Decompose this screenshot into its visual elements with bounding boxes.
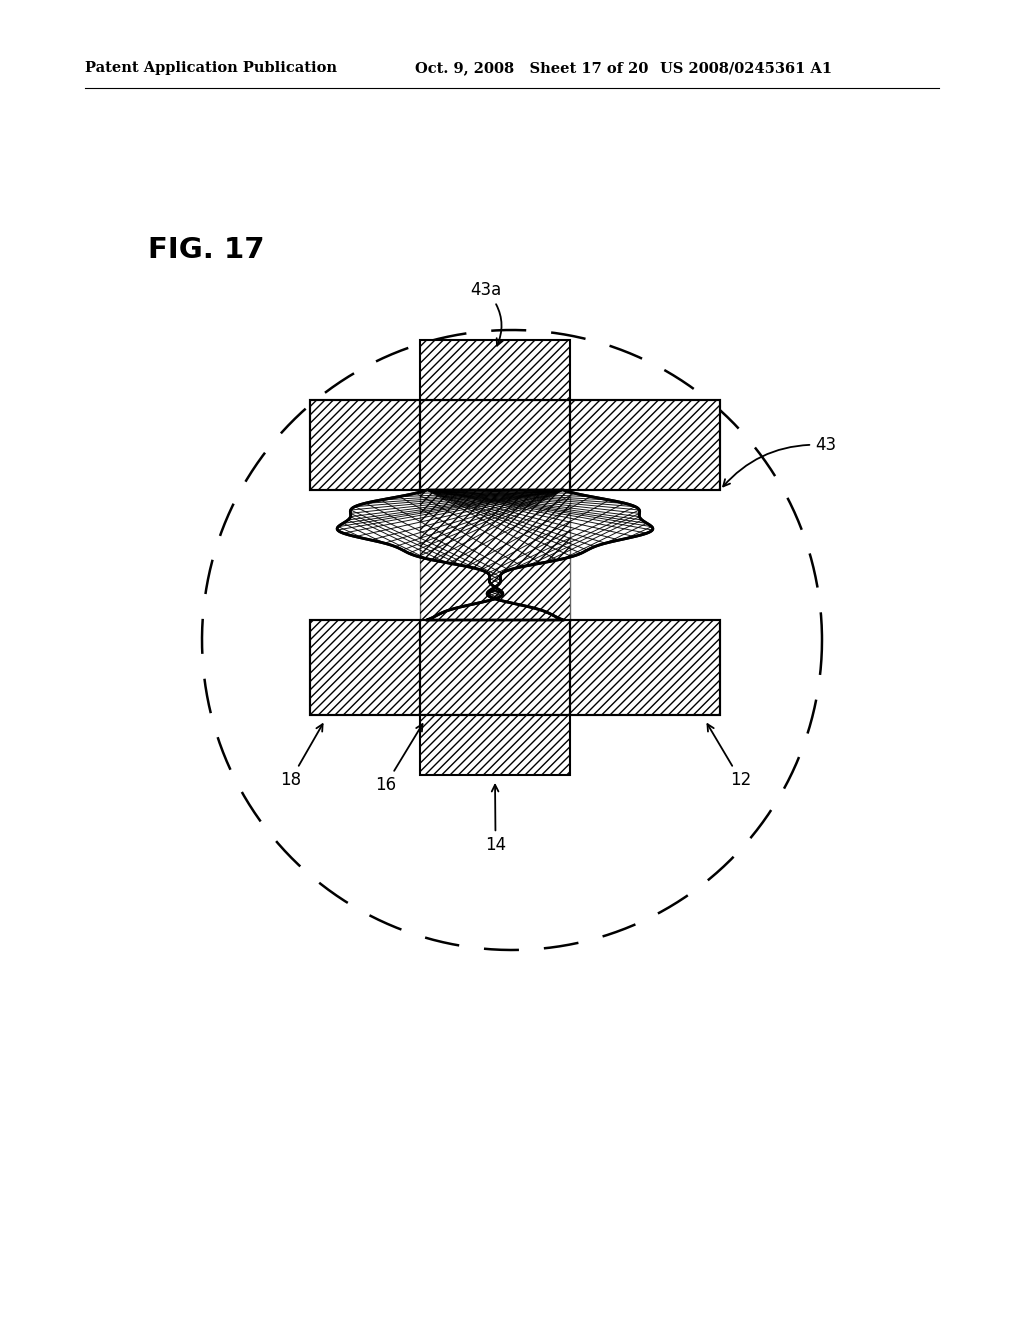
Bar bbox=[310, 620, 720, 715]
Bar bbox=[570, 400, 720, 490]
Bar bbox=[420, 620, 570, 715]
Bar bbox=[570, 620, 720, 715]
Text: 18: 18 bbox=[280, 725, 323, 789]
Bar bbox=[420, 490, 570, 620]
Bar bbox=[310, 400, 720, 490]
Bar bbox=[420, 341, 570, 400]
Bar bbox=[310, 620, 420, 715]
Bar bbox=[420, 715, 570, 775]
Bar bbox=[420, 715, 570, 775]
Text: Patent Application Publication: Patent Application Publication bbox=[85, 61, 337, 75]
Bar bbox=[570, 620, 720, 715]
Text: 12: 12 bbox=[708, 725, 752, 789]
Text: 14: 14 bbox=[485, 785, 506, 854]
Bar bbox=[310, 620, 420, 715]
Bar bbox=[420, 620, 570, 715]
Bar bbox=[310, 400, 420, 490]
Text: 43: 43 bbox=[723, 436, 837, 486]
Bar bbox=[310, 400, 420, 490]
Text: Oct. 9, 2008   Sheet 17 of 20: Oct. 9, 2008 Sheet 17 of 20 bbox=[415, 61, 648, 75]
Bar bbox=[420, 400, 570, 490]
Text: 16: 16 bbox=[375, 725, 423, 795]
Text: FIG. 17: FIG. 17 bbox=[148, 236, 264, 264]
Bar bbox=[570, 400, 720, 490]
Bar bbox=[420, 341, 570, 400]
Polygon shape bbox=[337, 490, 653, 620]
Text: 43a: 43a bbox=[470, 281, 503, 346]
Bar bbox=[420, 400, 570, 490]
Text: US 2008/0245361 A1: US 2008/0245361 A1 bbox=[660, 61, 833, 75]
